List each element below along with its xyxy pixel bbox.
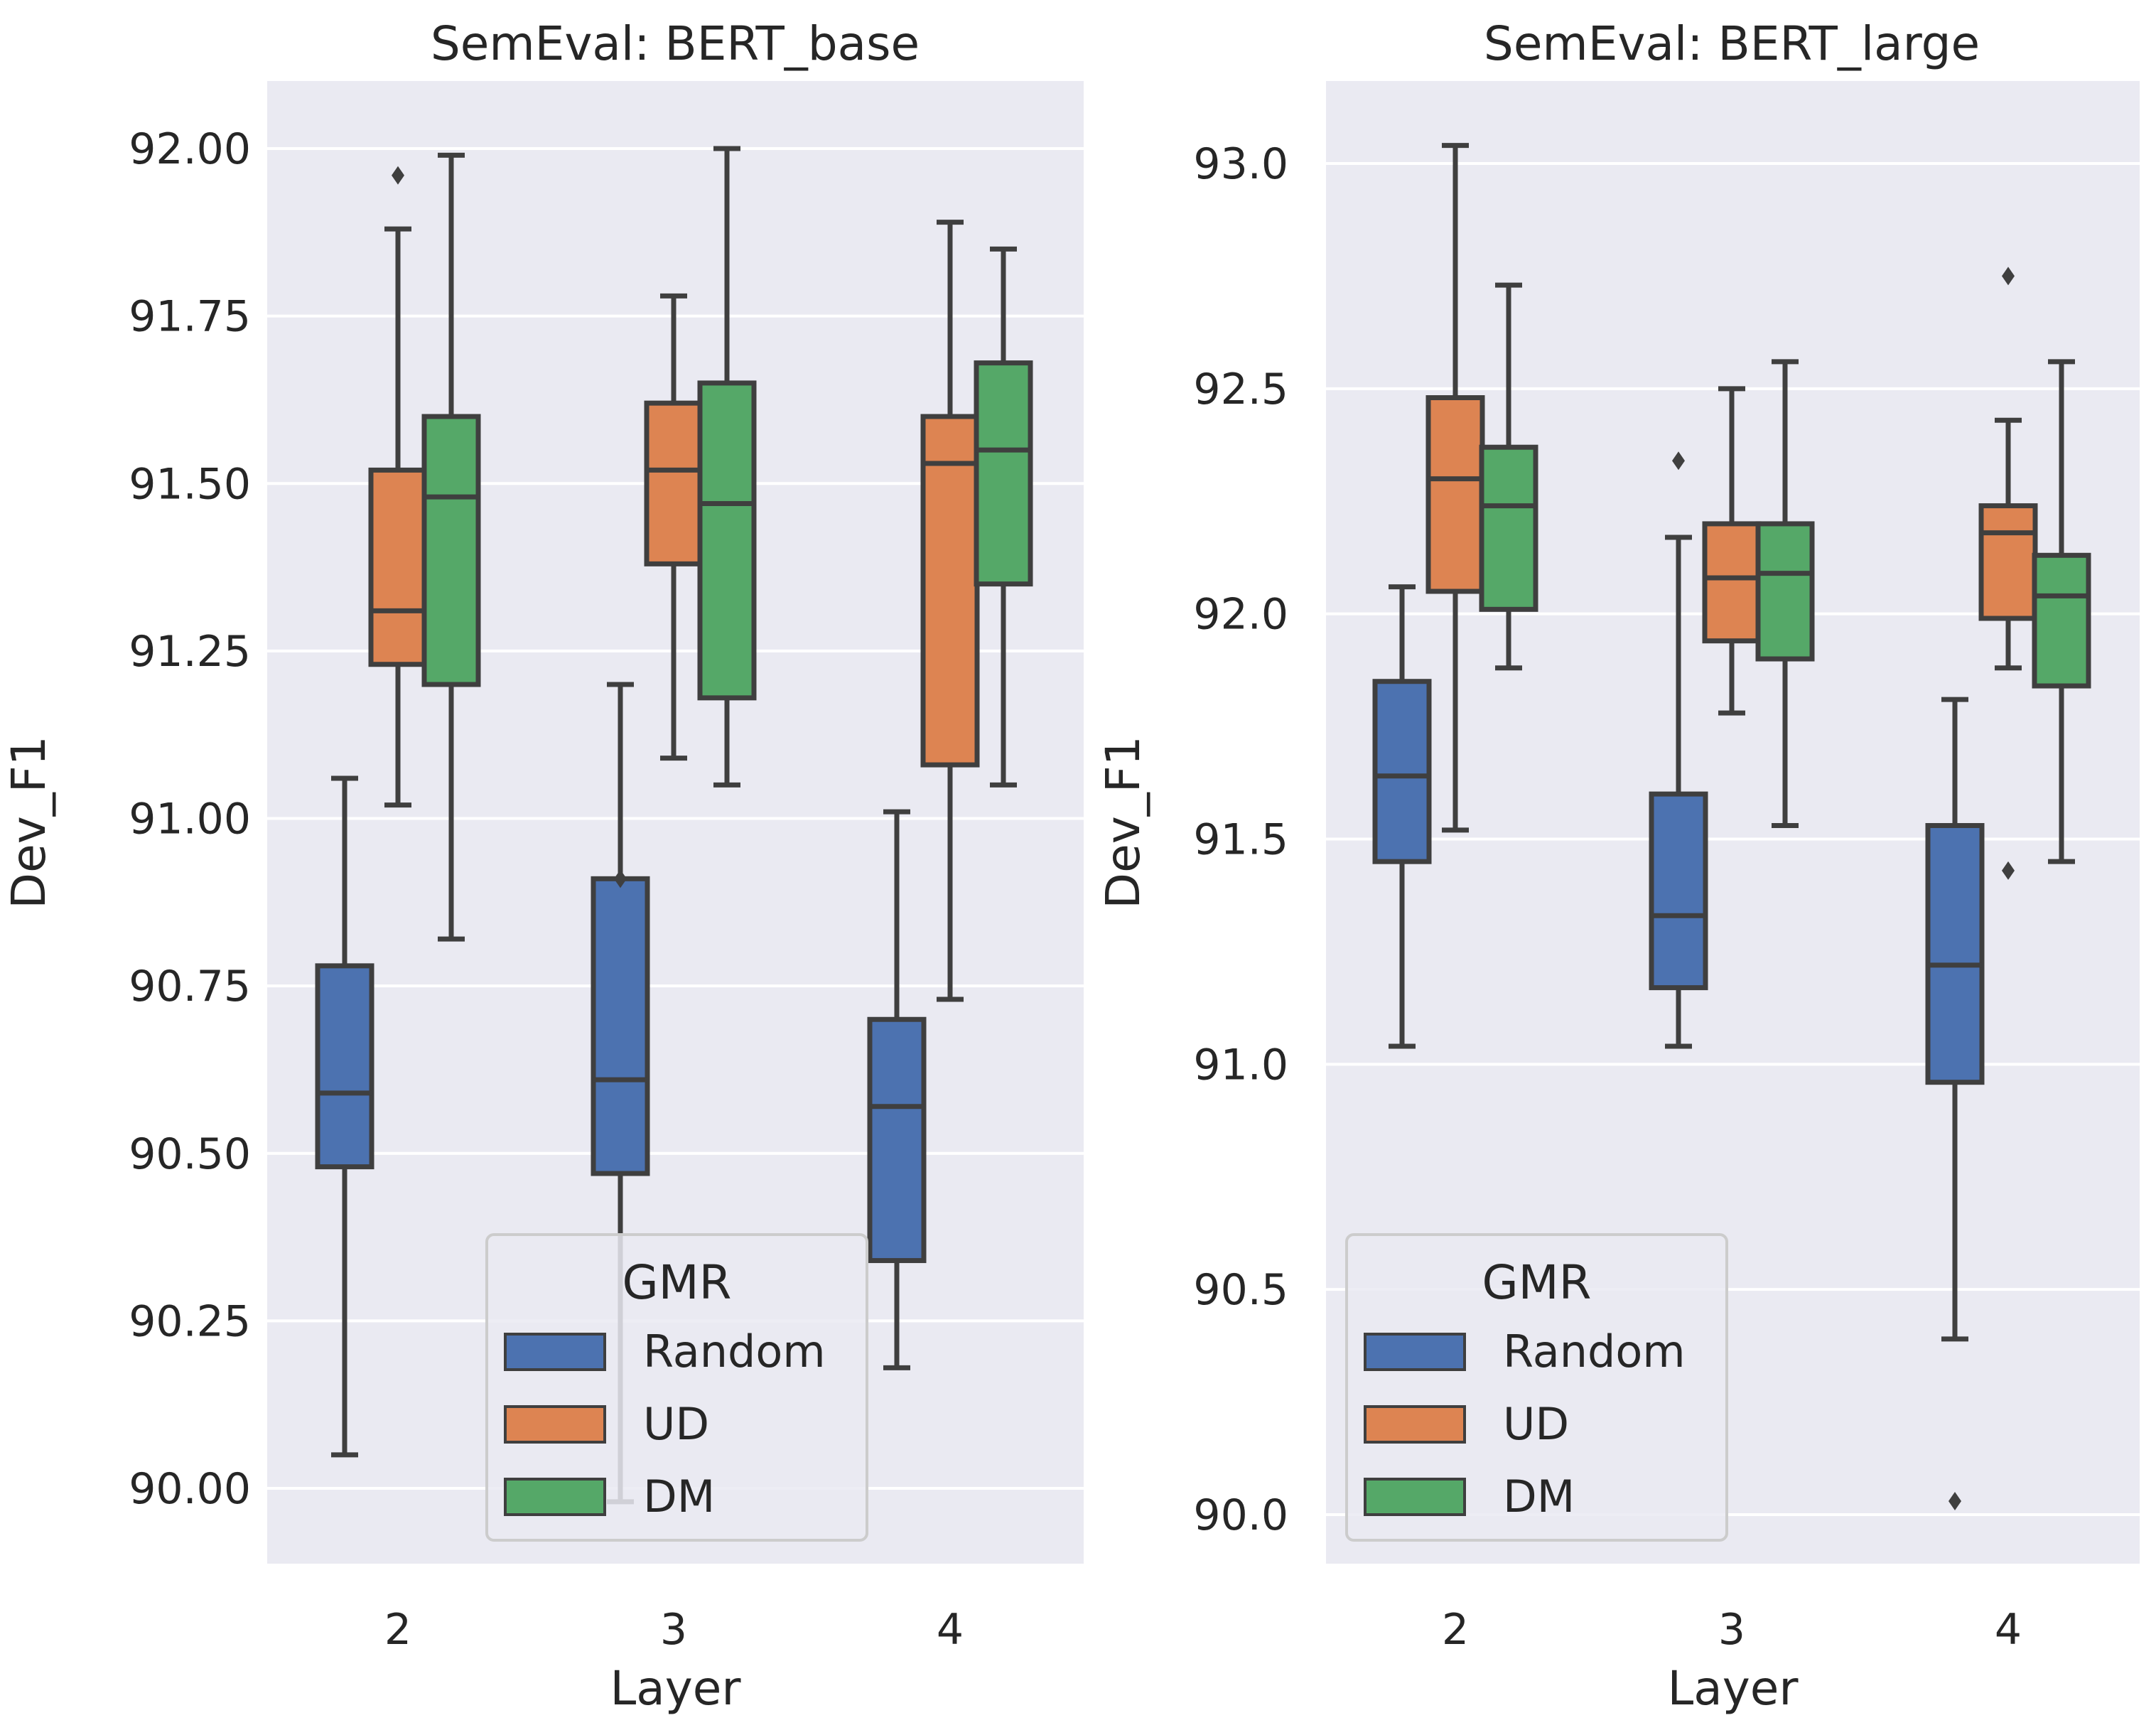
- legend-swatch-dm: [504, 1478, 606, 1516]
- y-tick-label: 93.0: [1193, 139, 1288, 189]
- x-tick-label: 4: [937, 1605, 964, 1655]
- iqr-box: [591, 876, 650, 1176]
- legend-title: GMR: [1482, 1255, 1592, 1310]
- iqr-box: [1755, 521, 1815, 662]
- chart-title: SemEval: BERT_large: [1484, 16, 1980, 71]
- x-tick-label: 3: [660, 1605, 687, 1655]
- box-random-layer-4: [867, 809, 927, 1370]
- y-tick-label: 91.0: [1193, 1040, 1288, 1090]
- y-tick-label: 91.25: [129, 627, 251, 677]
- right-panel-large: 90.0 90.5 91.0 91.5 92.0 92.5 93.0 2 3 4 SemEval: …: [1096, 16, 2140, 1716]
- legend-swatch-dm: [1364, 1478, 1466, 1516]
- box-dm-layer-4: [974, 246, 1033, 788]
- iqr-box: [1978, 503, 2038, 621]
- iqr-box: [974, 360, 1033, 587]
- box-random-layer-3: [1649, 451, 1708, 1049]
- legend-frame: [1345, 1233, 1728, 1542]
- y-tick-label: 91.00: [129, 795, 251, 844]
- box-ud-layer-4: [1978, 267, 2038, 880]
- iqr-box: [1425, 395, 1485, 594]
- x-tick-label: 4: [1995, 1605, 2022, 1655]
- y-tick-label: 90.5: [1193, 1265, 1288, 1315]
- chart-title: SemEval: BERT_base: [431, 16, 920, 71]
- box-random-layer-2: [1372, 584, 1432, 1049]
- y-tick-label: 90.00: [129, 1464, 251, 1514]
- iqr-box: [368, 467, 428, 667]
- y-tick-label: 90.50: [129, 1129, 251, 1179]
- legend-label-dm: DM: [643, 1471, 715, 1522]
- outlier-point: [392, 166, 404, 185]
- y-tick-label: 91.50: [129, 459, 251, 509]
- x-axis-label: Layer: [610, 1661, 741, 1716]
- iqr-box: [315, 963, 374, 1170]
- outlier-point: [1672, 451, 1685, 471]
- y-tick-label: 92.0: [1193, 590, 1288, 640]
- legend-swatch-ud: [504, 1405, 606, 1444]
- legend-frame: [485, 1233, 868, 1542]
- box-ud-layer-3: [1702, 386, 1762, 716]
- outlier-point: [614, 869, 627, 888]
- box-random-layer-4: [1925, 697, 1985, 1510]
- legend-title: GMR: [622, 1255, 732, 1310]
- iqr-box: [421, 414, 481, 687]
- x-tick-label: 2: [1442, 1605, 1469, 1655]
- box-dm-layer-2: [421, 152, 481, 942]
- y-axis-label: Dev_F1: [1096, 736, 1150, 908]
- y-axis-label: Dev_F1: [1, 736, 56, 908]
- legend-swatch-random: [504, 1333, 606, 1371]
- box-ud-layer-3: [644, 293, 704, 761]
- outlier-point: [2002, 861, 2015, 880]
- legend-label-ud: UD: [643, 1398, 709, 1450]
- y-tick-label: 90.25: [129, 1296, 251, 1346]
- iqr-box: [1702, 521, 1762, 644]
- iqr-box: [644, 400, 704, 566]
- box-random-layer-2: [315, 775, 374, 1458]
- box-dm-layer-4: [2032, 359, 2091, 864]
- y-tick-label: 92.5: [1193, 365, 1288, 414]
- legend-swatch-ud: [1364, 1405, 1466, 1444]
- iqr-box: [697, 380, 757, 701]
- iqr-box: [2032, 552, 2091, 689]
- outlier-point: [2002, 267, 2015, 286]
- iqr-box: [1479, 444, 1538, 612]
- legend: GMR Random UD DM: [485, 1233, 868, 1542]
- iqr-box: [1372, 679, 1432, 864]
- box-dm-layer-3: [1755, 359, 1815, 828]
- legend: GMR Random UD DM: [1345, 1233, 1728, 1542]
- legend-label-random: Random: [643, 1326, 826, 1377]
- iqr-box: [920, 414, 980, 768]
- legend-label-ud: UD: [1503, 1398, 1569, 1450]
- iqr-box: [867, 1016, 927, 1264]
- box-ud-layer-2: [1425, 143, 1485, 833]
- left-panel-base: 90.00 90.25 90.50 90.75 91.00 91.25 91.50 91.75…: [1, 16, 1084, 1716]
- box-ud-layer-4: [920, 220, 980, 1002]
- x-tick-label: 3: [1718, 1605, 1745, 1655]
- legend-swatch-random: [1364, 1333, 1466, 1371]
- iqr-box: [1925, 822, 1985, 1085]
- box-dm-layer-2: [1479, 282, 1538, 671]
- y-tick-label: 91.75: [129, 292, 251, 342]
- x-axis-label: Layer: [1667, 1661, 1799, 1716]
- y-tick-label: 92.00: [129, 124, 251, 174]
- legend-label-dm: DM: [1503, 1471, 1575, 1522]
- box-ud-layer-2: [368, 166, 428, 808]
- legend-label-random: Random: [1503, 1326, 1686, 1377]
- y-tick-label: 91.5: [1193, 815, 1288, 865]
- y-tick-label: 90.75: [129, 962, 251, 1011]
- y-tick-label: 90.0: [1193, 1490, 1288, 1540]
- box-dm-layer-3: [697, 146, 757, 788]
- outlier-point: [1949, 1491, 1961, 1510]
- x-tick-label: 2: [384, 1605, 411, 1655]
- iqr-box: [1649, 791, 1708, 991]
